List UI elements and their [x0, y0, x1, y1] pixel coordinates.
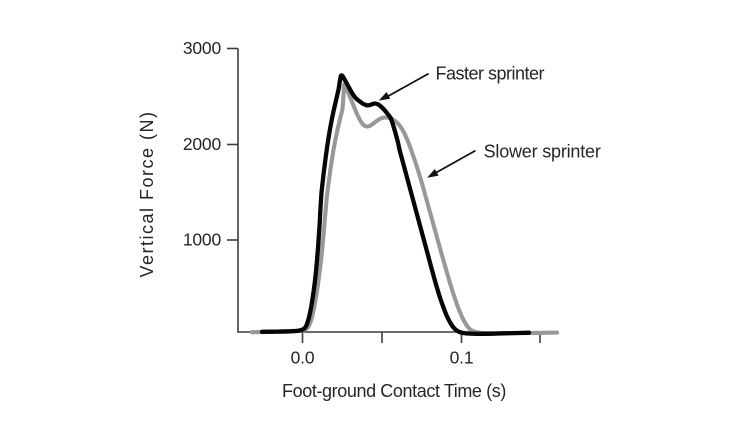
svg-text:0.0: 0.0 [291, 348, 315, 368]
svg-text:Foot-ground Contact Time (s): Foot-ground Contact Time (s) [282, 381, 506, 401]
svg-text:0.1: 0.1 [450, 348, 474, 368]
svg-text:1000: 1000 [183, 229, 222, 249]
svg-text:2000: 2000 [183, 134, 222, 154]
svg-text:3000: 3000 [183, 38, 222, 58]
svg-text:Slower sprinter: Slower sprinter [484, 141, 601, 161]
svg-text:Vertical Force (N): Vertical Force (N) [137, 110, 157, 277]
svg-text:Faster sprinter: Faster sprinter [436, 64, 545, 84]
